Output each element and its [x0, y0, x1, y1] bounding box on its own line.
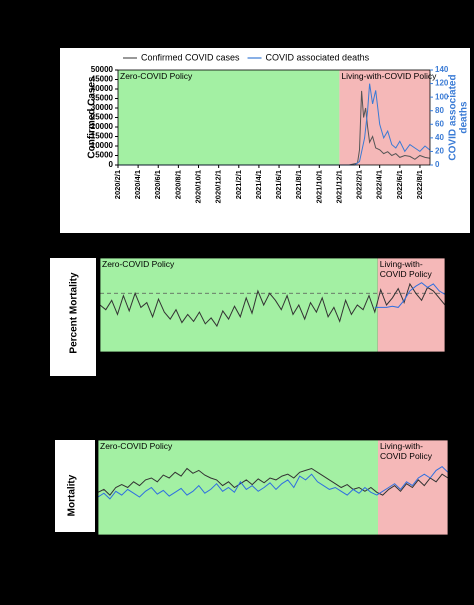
policy-region — [118, 70, 340, 165]
y2-tick-label: 60 — [435, 119, 444, 128]
y-tick-label: 25000 — [91, 113, 114, 122]
y-axis-title: Mortality — [67, 474, 78, 516]
y2-tick-label: 20 — [435, 147, 444, 156]
x-tick-label: 2020/2/1 — [113, 170, 122, 199]
policy-region — [339, 70, 430, 165]
x-tick-label: 2020/6/1 — [153, 170, 162, 199]
label-box — [55, 440, 95, 532]
y-tick-label: 0 — [109, 160, 114, 169]
y2-tick-label: 80 — [435, 106, 444, 115]
x-tick-label: 2021/4/1 — [254, 170, 263, 199]
region-label: Zero-COVID Policy — [120, 72, 193, 81]
y-tick-label: 35000 — [91, 94, 114, 103]
series-line — [118, 83, 431, 166]
y2-tick-label: 0 — [435, 160, 440, 169]
region-label-box: Zero-COVID Policy — [120, 72, 193, 81]
label-box — [50, 258, 96, 376]
policy-region — [377, 258, 445, 352]
plot-frame — [97, 439, 449, 536]
region-label: Living-with-COVID Policy — [341, 72, 437, 81]
x-tick-label: 2021/6/1 — [274, 170, 283, 199]
x-tick-label: 2022/2/1 — [355, 170, 364, 199]
region-label-box: Zero-COVID Policy — [102, 260, 175, 269]
region-label-box: Living-with-COVID Policy — [379, 260, 432, 279]
x-tick-label: 2020/10/1 — [194, 170, 203, 203]
legend-label: COVID associated deaths — [266, 52, 370, 62]
y-axis-title: Confirmed Cases — [87, 76, 98, 159]
y-axis-title: Percent Mortality — [69, 272, 80, 354]
x-tick-label: 2021/8/1 — [294, 170, 303, 199]
region-label: Living-with-COVID Policy — [379, 260, 432, 279]
x-tick-label: 2020/8/1 — [173, 170, 182, 199]
y2-tick-label: 40 — [435, 133, 444, 142]
x-tick-label: 2021/12/1 — [334, 170, 343, 203]
x-tick-label: 2022/6/1 — [395, 170, 404, 199]
y-tick-label: 50000 — [91, 65, 114, 74]
y-tick-label: 45000 — [91, 75, 114, 84]
y-tick-label: 40000 — [91, 84, 114, 93]
plot-frame — [99, 257, 446, 353]
y-tick-label: 20000 — [91, 122, 114, 131]
policy-region — [98, 440, 378, 535]
policy-region — [100, 258, 378, 352]
y-tick-label: 10000 — [91, 141, 114, 150]
legend-label: Confirmed COVID cases — [141, 52, 240, 62]
x-tick-label: 2022/4/1 — [375, 170, 384, 199]
series-line — [99, 282, 446, 328]
x-tick-label: 2021/10/1 — [314, 170, 323, 203]
x-tick-label: 2020/4/1 — [133, 170, 142, 199]
y2-tick-label: 100 — [435, 92, 449, 101]
series-line — [374, 282, 446, 308]
x-tick-label: 2021/2/1 — [234, 170, 243, 199]
y-tick-label: 15000 — [91, 132, 114, 141]
region-label-box: Zero-COVID Policy — [100, 442, 173, 451]
region-label: Zero-COVID Policy — [102, 260, 175, 269]
region-label: Living-with-COVID Policy — [380, 442, 432, 461]
region-label-box: Living-with-COVID Policy — [380, 442, 432, 461]
region-label: Zero-COVID Policy — [100, 442, 173, 451]
x-tick-label: 2020/12/1 — [214, 170, 223, 203]
series-line — [97, 467, 449, 496]
y2-tick-label: 140 — [435, 65, 449, 74]
x-tick-label: 2022/8/1 — [415, 170, 424, 199]
y2-axis-title: COVID associated deaths — [447, 74, 470, 161]
y2-tick-label: 120 — [435, 79, 449, 88]
y-tick-label: 5000 — [95, 151, 113, 160]
series-line — [118, 90, 431, 166]
y-tick-label: 30000 — [91, 103, 114, 112]
y2-axis-title-box: COVID associated deaths — [447, 74, 470, 161]
series-line — [97, 465, 449, 500]
region-label-box: Living-with-COVID Policy — [341, 72, 437, 81]
